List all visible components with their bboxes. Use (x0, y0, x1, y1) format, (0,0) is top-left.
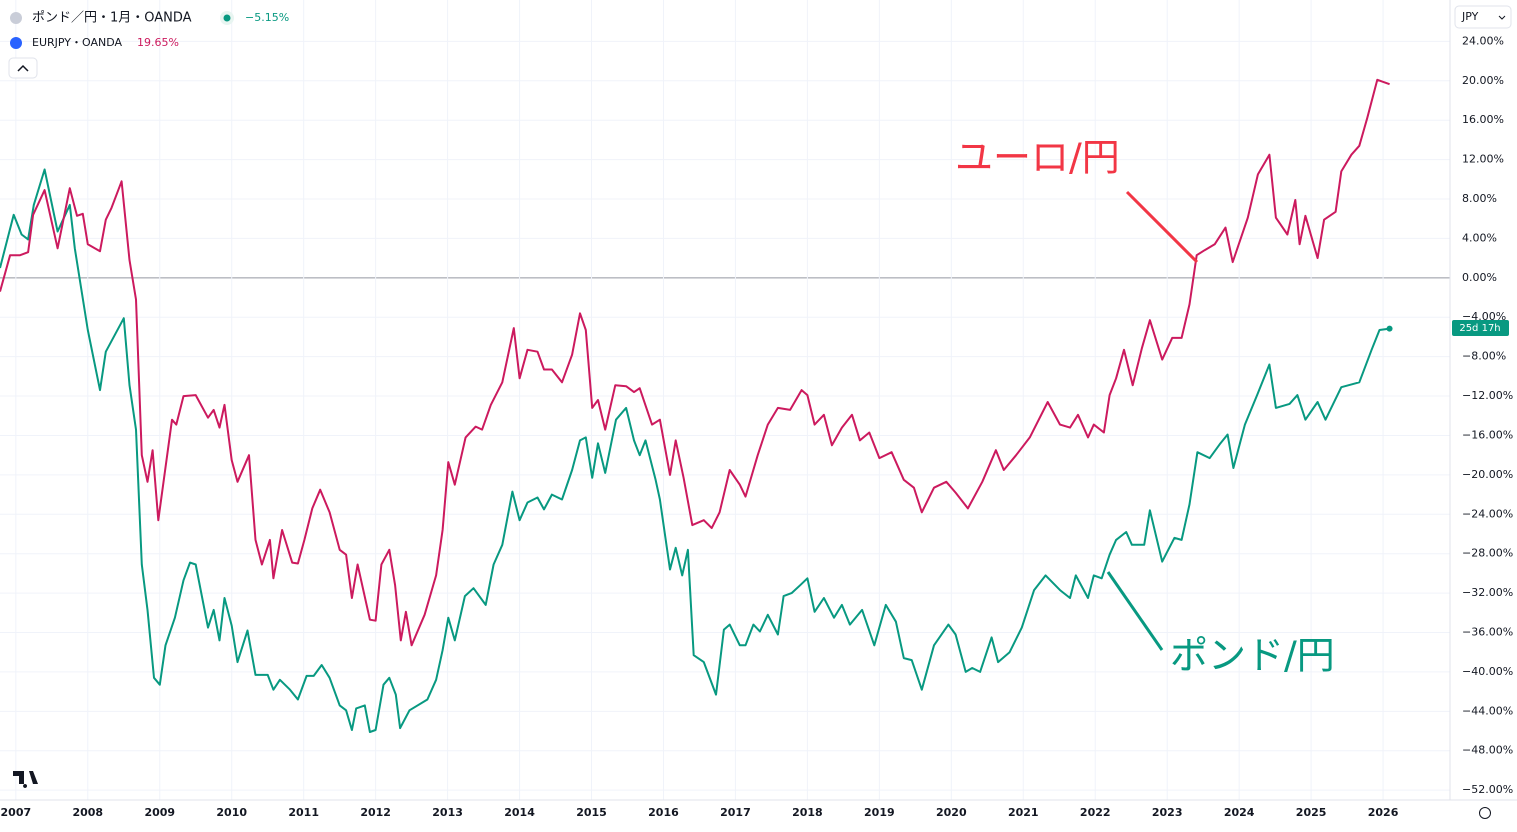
dropdown-icon (1498, 15, 1506, 20)
y-tick-label: −24.00% (1462, 507, 1513, 520)
y-tick-label: −52.00% (1462, 783, 1513, 796)
x-tick-label: 2017 (720, 806, 751, 819)
currency-button[interactable] (1454, 5, 1512, 29)
series-icon (10, 37, 22, 49)
y-tick-label: −12.00% (1462, 389, 1513, 402)
x-tick-label: 2013 (432, 806, 463, 819)
y-tick-label: −8.00% (1462, 350, 1506, 363)
annotation-pointer (1125, 190, 1199, 264)
plot (0, 78, 1393, 733)
annotation-pointer (1106, 571, 1164, 651)
x-tick-label: 2007 (1, 806, 32, 819)
y-tick-label: 12.00% (1462, 153, 1504, 166)
x-tick-label: 2019 (864, 806, 895, 819)
series-line (0, 168, 1390, 733)
y-tick-label: −4.00% (1462, 310, 1506, 323)
x-tick-label: 2014 (504, 806, 535, 819)
annotation: ポンド/円 (1170, 634, 1335, 678)
x-tick-label: 2020 (936, 806, 967, 819)
countdown-badge (1452, 320, 1509, 336)
legend-label: EURJPY・OANDA (32, 36, 122, 49)
y-tick-label: 20.00% (1462, 74, 1504, 87)
annotation: ユーロ/円 (955, 136, 1120, 180)
x-tick-label: 2024 (1224, 806, 1255, 819)
legend-label: ポンド／円・1月・OANDA (32, 11, 192, 26)
y-tick-label: −28.00% (1462, 547, 1513, 560)
collapse-icon (17, 64, 29, 72)
y-tick-label: 16.00% (1462, 113, 1504, 126)
x-tick-label: 2015 (576, 806, 607, 819)
y-tick-label: −36.00% (1462, 626, 1513, 639)
settings-icon[interactable] (1479, 807, 1491, 819)
x-tick-label: 2025 (1296, 806, 1327, 819)
series-line (0, 78, 1390, 647)
x-tick-label: 2022 (1080, 806, 1111, 819)
x-tick-label: 2011 (288, 806, 319, 819)
countdown: 25d 17h (1459, 323, 1500, 334)
legend-value: −5.15% (245, 11, 289, 24)
y-tick-label: −20.00% (1462, 468, 1513, 481)
logo (13, 771, 38, 788)
grid (0, 0, 1450, 800)
x-tick-label: 2021 (1008, 806, 1039, 819)
y-tick-label: −44.00% (1462, 704, 1513, 717)
series-icon (10, 12, 22, 24)
y-tick-label: −48.00% (1462, 744, 1513, 757)
x-tick-label: 2018 (792, 806, 823, 819)
last-point (1386, 325, 1393, 332)
x-tick-label: 2012 (360, 806, 391, 819)
y-tick-label: 8.00% (1462, 192, 1497, 205)
y-tick-label: 4.00% (1462, 231, 1497, 244)
axes: 24.00% 20.00% 16.00% 12.00% 8.00% 4.00% 0.00% −… (1, 34, 1514, 819)
x-tick-label: 2026 (1368, 806, 1399, 819)
y-tick-label: −40.00% (1462, 665, 1513, 678)
y-tick-label: −16.00% (1462, 428, 1513, 441)
x-tick-label: 2009 (144, 806, 175, 819)
x-tick-label: 2010 (216, 806, 247, 819)
x-tick-label: 2016 (648, 806, 679, 819)
collapse-button[interactable] (8, 57, 38, 79)
status-dot (223, 14, 231, 22)
x-tick-label: 2023 (1152, 806, 1183, 819)
y-tick-label: 0.00% (1462, 271, 1497, 284)
x-tick-label: 2008 (72, 806, 103, 819)
legend-value: 19.65% (137, 36, 179, 49)
y-tick-label: 24.00% (1462, 34, 1504, 47)
y-tick-label: −32.00% (1462, 586, 1513, 599)
currency-label: JPY (1461, 10, 1479, 23)
